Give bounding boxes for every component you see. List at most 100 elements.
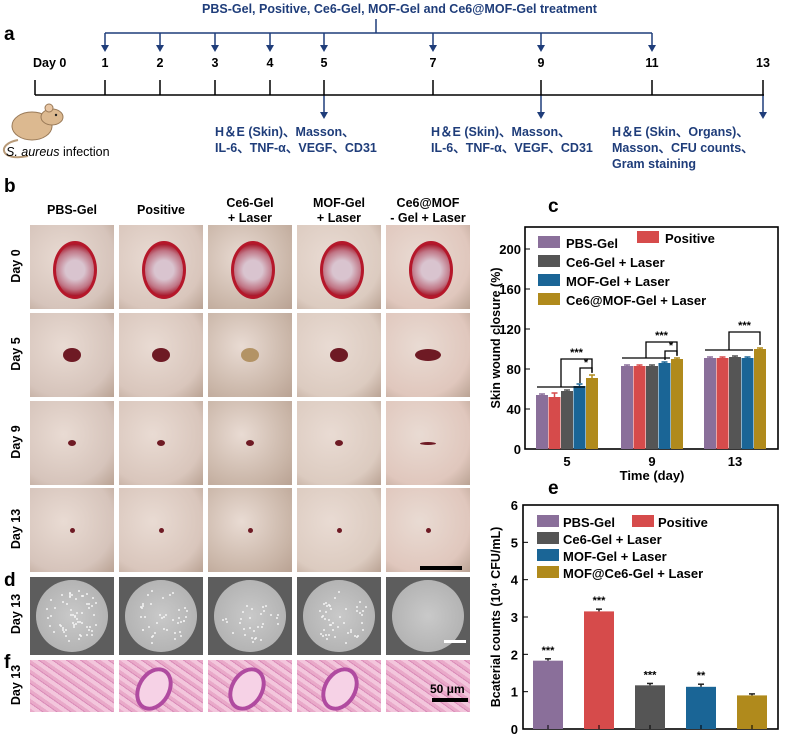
colony — [70, 593, 73, 596]
bar — [536, 395, 548, 449]
colony — [364, 605, 367, 608]
colony — [185, 616, 188, 619]
legend-swatch — [537, 549, 559, 561]
bar — [533, 660, 563, 729]
colony — [76, 621, 79, 624]
colony — [222, 619, 225, 622]
wound-photo — [119, 401, 203, 485]
colony — [150, 641, 153, 644]
arrow-down-icon — [759, 112, 767, 119]
treatment-title: PBS-Gel, Positive, Ce6-Gel, MOF-Gel and … — [202, 2, 597, 16]
colony — [349, 631, 352, 634]
colony — [243, 633, 246, 636]
timeline — [2, 19, 767, 159]
colony — [64, 629, 67, 632]
bar — [754, 349, 766, 449]
x-tick-label: 13 — [728, 454, 742, 469]
colony — [358, 612, 361, 615]
colony — [91, 634, 94, 637]
colony — [142, 602, 145, 605]
bar — [658, 363, 671, 449]
colony — [86, 626, 89, 629]
x-tick-label: 9 — [648, 454, 655, 469]
column-header: Ce6@MOF - Gel + Laser — [383, 196, 473, 226]
wound — [320, 241, 364, 299]
colony — [155, 621, 158, 624]
wound-photo — [208, 488, 292, 572]
colony — [239, 621, 242, 624]
colony — [328, 605, 331, 608]
colony — [59, 625, 62, 628]
arrow-down-icon — [537, 112, 545, 119]
colony — [359, 601, 362, 604]
agar-plate-photo — [30, 577, 114, 655]
wound — [158, 527, 164, 533]
arrow-down-icon — [320, 112, 328, 119]
infection-label: S. aureus infection — [6, 145, 110, 159]
colony — [349, 628, 352, 631]
colony — [345, 642, 348, 645]
colony — [164, 613, 167, 616]
bar — [646, 366, 658, 449]
column-header-line2: - Gel + Laser — [390, 211, 466, 225]
wound-photo — [297, 401, 381, 485]
infection-text: infection — [63, 145, 110, 159]
day-label: 7 — [429, 56, 437, 70]
wound — [157, 440, 165, 446]
colony — [144, 616, 147, 619]
colony — [87, 602, 90, 605]
colony — [91, 597, 94, 600]
colony — [48, 625, 51, 628]
day-0-label: Day 0 — [33, 56, 67, 70]
colony — [69, 609, 72, 612]
y-tick-label: 80 — [507, 362, 521, 377]
colony — [72, 625, 75, 628]
bar — [686, 686, 716, 729]
colony — [361, 614, 364, 617]
y-tick-label: 6 — [511, 498, 518, 513]
y-tick-label: 160 — [499, 282, 521, 297]
significance-label: *** — [644, 669, 658, 681]
wound-photo — [297, 488, 381, 572]
wound — [425, 527, 431, 533]
legend-label: PBS-Gel — [563, 515, 615, 530]
colony — [47, 617, 50, 620]
bar — [716, 358, 729, 449]
colony — [355, 606, 358, 609]
arrow-down-icon — [101, 45, 109, 52]
colony — [90, 605, 93, 608]
wound — [415, 349, 441, 361]
colony — [248, 616, 251, 619]
legend-swatch — [637, 231, 659, 243]
legend-swatch — [537, 532, 559, 544]
colony — [346, 631, 349, 634]
colony — [262, 623, 265, 626]
y-tick-label: 2 — [511, 647, 518, 662]
y-tick-label: 120 — [499, 322, 521, 337]
colony — [91, 630, 94, 633]
wound — [68, 440, 76, 446]
x-axis-label: Time (day) — [620, 468, 685, 483]
arrow-down-icon — [320, 45, 328, 52]
wound — [231, 241, 275, 299]
column-header-line1: MOF-Gel — [312, 196, 366, 210]
colony — [87, 628, 90, 631]
colony — [357, 634, 360, 637]
colony — [329, 624, 332, 627]
wound-photo — [386, 225, 470, 309]
colony — [269, 613, 272, 616]
panel-d-label: d — [4, 570, 16, 591]
significance-label: *** — [655, 330, 669, 342]
histology-image — [386, 660, 470, 712]
colony — [178, 608, 181, 611]
panel-b-label: b — [4, 176, 16, 197]
colony — [62, 601, 65, 604]
colony — [72, 624, 75, 627]
y-axis-label: Skin wound closure (%) — [489, 268, 503, 409]
legend-label: Positive — [658, 515, 708, 530]
x-tick-label: 5 — [563, 454, 570, 469]
colony — [147, 593, 150, 596]
colony — [61, 627, 64, 630]
bar — [635, 685, 665, 729]
colony — [151, 590, 154, 593]
